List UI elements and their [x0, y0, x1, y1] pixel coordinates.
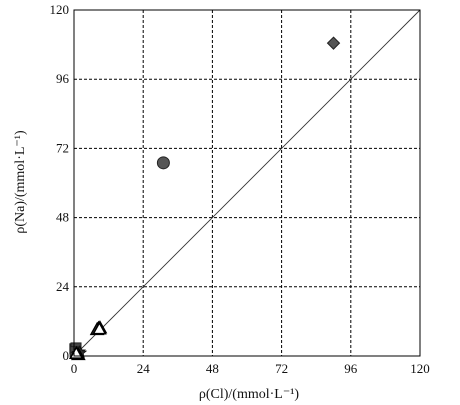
- x-tick-label: 120: [410, 361, 430, 376]
- y-tick-label: 24: [56, 279, 70, 294]
- one-to-one-line: [73, 9, 421, 357]
- x-tick-label: 96: [344, 361, 358, 376]
- tick-labels: 0 24 48 72 96 120 0 24 48 72 96 120: [50, 2, 430, 376]
- circle-point: [156, 156, 170, 170]
- y-tick-label: 72: [56, 140, 69, 155]
- diamond-point: [326, 36, 341, 50]
- y-tick-label: 48: [56, 210, 69, 225]
- y-tick-label: 96: [56, 71, 70, 86]
- x-tick-label: 48: [206, 361, 219, 376]
- y-tick-label: 120: [50, 2, 70, 17]
- grid: [74, 10, 420, 356]
- y-axis-label: ρ(Na)/(mmol·L⁻¹): [13, 130, 28, 234]
- data-points: [68, 36, 341, 361]
- x-axis-label: ρ(Cl)/(mmol·L⁻¹): [199, 387, 300, 402]
- x-tick-label: 0: [71, 361, 78, 376]
- reference-line-layer: [73, 9, 421, 357]
- triangle-point: [92, 321, 107, 335]
- x-tick-label: 24: [137, 361, 151, 376]
- x-tick-label: 72: [275, 361, 288, 376]
- plot-frame: [73, 9, 421, 357]
- y-tick-label: 0: [63, 348, 70, 363]
